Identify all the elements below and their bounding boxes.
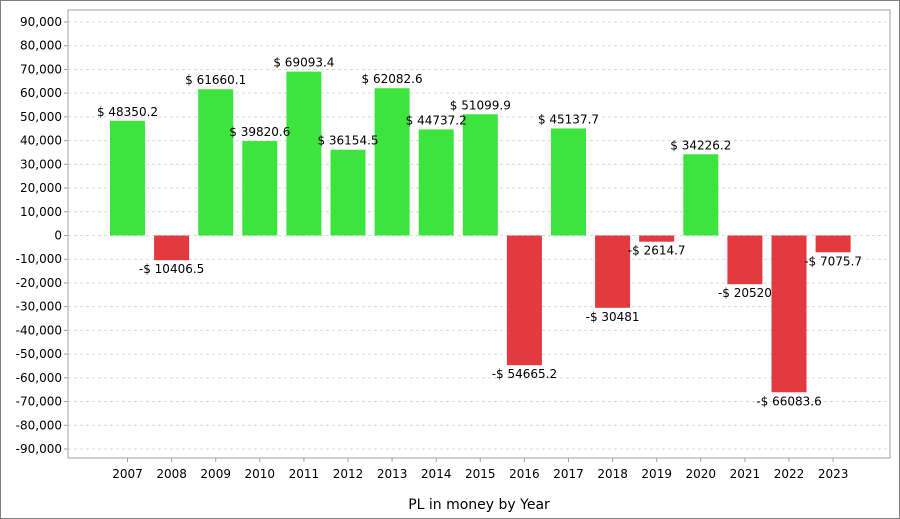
x-tick-label-2022: 2022 bbox=[774, 467, 805, 481]
bar-2020[interactable] bbox=[683, 154, 719, 236]
bar-2011[interactable] bbox=[286, 71, 322, 236]
data-label-2017: $ 45137.7 bbox=[538, 112, 599, 126]
y-tick-label: -50,000 bbox=[16, 347, 62, 361]
bar-2008[interactable] bbox=[154, 235, 190, 261]
data-label-2013: $ 62082.6 bbox=[362, 72, 423, 86]
x-tick-label-2016: 2016 bbox=[509, 467, 540, 481]
bar-2007[interactable] bbox=[110, 120, 145, 236]
x-tick-label-2008: 2008 bbox=[156, 467, 187, 481]
x-tick-label-2021: 2021 bbox=[730, 467, 761, 481]
data-label-2018: -$ 30481 bbox=[586, 310, 640, 324]
y-tick-label: 20,000 bbox=[20, 181, 62, 195]
bar-2021[interactable] bbox=[727, 235, 763, 285]
y-tick-label: 30,000 bbox=[20, 157, 62, 171]
x-tick-label-2019: 2019 bbox=[641, 467, 672, 481]
bar-2015[interactable] bbox=[462, 114, 498, 236]
data-label-2008: -$ 10406.5 bbox=[139, 262, 204, 276]
x-tick-label-2012: 2012 bbox=[333, 467, 364, 481]
x-tick-label-2014: 2014 bbox=[421, 467, 452, 481]
data-label-2009: $ 61660.1 bbox=[185, 73, 246, 87]
y-tick-label: -90,000 bbox=[16, 442, 62, 456]
bar-2022[interactable] bbox=[771, 235, 807, 393]
y-tick-label: 50,000 bbox=[20, 110, 62, 124]
y-tick-label: 90,000 bbox=[20, 15, 62, 29]
x-axis: 2007 2008 2009 2010 2011 2012 2013 2014 2015 2016… bbox=[112, 458, 848, 481]
x-tick-label-2018: 2018 bbox=[597, 467, 628, 481]
x-axis-title: PL in money by Year bbox=[408, 497, 550, 513]
x-tick-label-2020: 2020 bbox=[686, 467, 717, 481]
data-label-2011: $ 69093.4 bbox=[273, 56, 334, 70]
bars bbox=[110, 71, 851, 393]
x-tick-label-2009: 2009 bbox=[200, 467, 231, 481]
bar-2009[interactable] bbox=[198, 89, 234, 236]
data-label-2015: $ 51099.9 bbox=[450, 98, 511, 112]
y-tick-label: -70,000 bbox=[16, 395, 62, 409]
y-tick-label: -40,000 bbox=[16, 323, 62, 337]
bar-2012[interactable] bbox=[330, 149, 366, 236]
x-tick-label-2017: 2017 bbox=[553, 467, 584, 481]
y-tick-label: 40,000 bbox=[20, 134, 62, 148]
bar-2017[interactable] bbox=[551, 128, 586, 236]
bar-2010[interactable] bbox=[242, 141, 278, 236]
data-label-2020: $ 34226.2 bbox=[670, 138, 731, 152]
y-tick-label: 70,000 bbox=[20, 62, 62, 76]
y-tick-label: 0 bbox=[54, 229, 62, 243]
x-tick-label-2011: 2011 bbox=[289, 467, 320, 481]
y-tick-label: -60,000 bbox=[16, 371, 62, 385]
x-tick-label-2015: 2015 bbox=[465, 467, 496, 481]
y-tick-label: -10,000 bbox=[16, 252, 62, 266]
y-axis: 90,000 80,000 70,000 60,000 50,000 40,000 30,0… bbox=[16, 15, 68, 456]
data-label-2019: -$ 2614.7 bbox=[628, 244, 686, 258]
data-label-2014: $ 44737.2 bbox=[406, 113, 467, 127]
y-tick-label: 60,000 bbox=[20, 86, 62, 100]
y-tick-label: -30,000 bbox=[16, 300, 62, 314]
data-label-2016: -$ 54665.2 bbox=[492, 367, 557, 381]
data-label-2012: $ 36154.5 bbox=[317, 134, 378, 148]
x-tick-label-2013: 2013 bbox=[377, 467, 408, 481]
data-label-2023: -$ 7075.7 bbox=[804, 254, 862, 268]
x-tick-label-2007: 2007 bbox=[112, 467, 143, 481]
data-labels: $ 48350.2 -$ 10406.5 $ 61660.1 $ 39820.6 $ 6… bbox=[97, 56, 862, 409]
y-tick-label: -80,000 bbox=[16, 418, 62, 432]
data-label-2022: -$ 66083.6 bbox=[756, 394, 821, 408]
data-label-2007: $ 48350.2 bbox=[97, 105, 158, 119]
bar-2013[interactable] bbox=[374, 88, 410, 236]
bar-2019[interactable] bbox=[639, 235, 675, 242]
x-tick-label-2023: 2023 bbox=[818, 467, 849, 481]
data-label-2021: -$ 20520 bbox=[718, 286, 772, 300]
data-label-2010: $ 39820.6 bbox=[229, 125, 290, 139]
bar-2016[interactable] bbox=[506, 235, 542, 366]
bar-2014[interactable] bbox=[418, 129, 454, 236]
x-tick-label-2010: 2010 bbox=[245, 467, 276, 481]
y-tick-label: -20,000 bbox=[16, 276, 62, 290]
bar-2023[interactable] bbox=[815, 235, 851, 253]
bar-2018[interactable] bbox=[595, 235, 631, 308]
y-tick-label: 80,000 bbox=[20, 39, 62, 53]
y-tick-label: 10,000 bbox=[20, 205, 62, 219]
